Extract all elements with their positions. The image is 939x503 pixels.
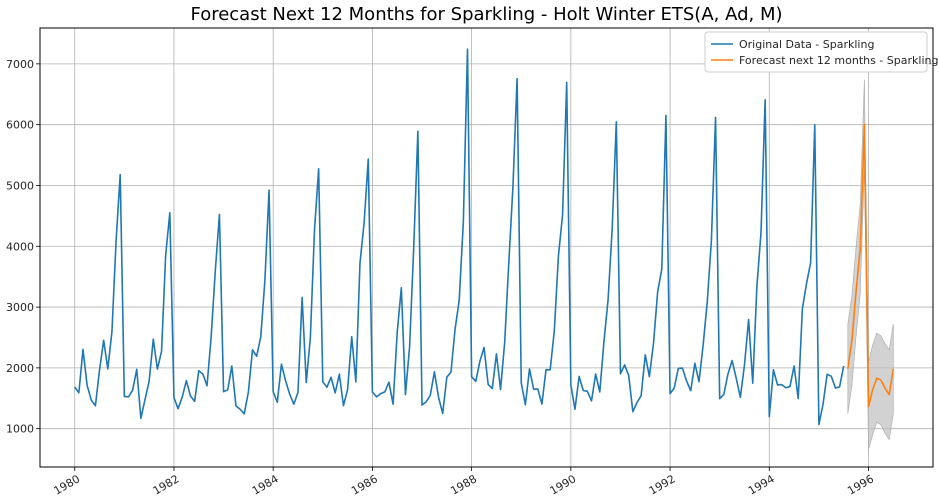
x-tick-label: 1988: [448, 472, 479, 497]
chart-title: Forecast Next 12 Months for Sparkling - …: [190, 4, 782, 25]
y-tick-label: 6000: [6, 119, 34, 132]
x-tick-label: 1996: [845, 472, 876, 497]
x-tick-label: 1994: [746, 472, 777, 497]
x-tick-label: 1980: [51, 472, 82, 497]
forecast-confidence-band: [847, 79, 894, 450]
y-tick-label: 4000: [6, 240, 34, 253]
y-tick-label: 1000: [6, 423, 34, 436]
series-layer: [74, 48, 895, 426]
x-tick-label: 1986: [349, 472, 380, 497]
series-line-forecast: [847, 123, 895, 408]
axis-ticks: 1980 1982 1984 1986 1988 1990 1992 1994 1996 1000…: [6, 58, 876, 498]
x-tick-label: 1982: [151, 472, 182, 497]
confidence-band-layer: [847, 79, 894, 450]
y-tick-label: 5000: [6, 179, 34, 192]
legend: Original Data - Sparkling Forecast next …: [704, 31, 938, 73]
y-tick-label: 7000: [6, 58, 34, 71]
legend-label-forecast: Forecast next 12 months - Sparkling: [739, 54, 938, 67]
y-tick-label: 2000: [6, 362, 34, 375]
x-tick-label: 1984: [250, 472, 281, 497]
grid: [40, 28, 933, 467]
legend-label-original: Original Data - Sparkling: [739, 38, 874, 51]
plot-frame: [39, 27, 934, 468]
legend-box: [704, 31, 928, 73]
y-tick-label: 3000: [6, 301, 34, 314]
x-tick-label: 1992: [647, 472, 678, 497]
x-tick-label: 1990: [548, 472, 579, 497]
series-line-original: [74, 48, 845, 426]
